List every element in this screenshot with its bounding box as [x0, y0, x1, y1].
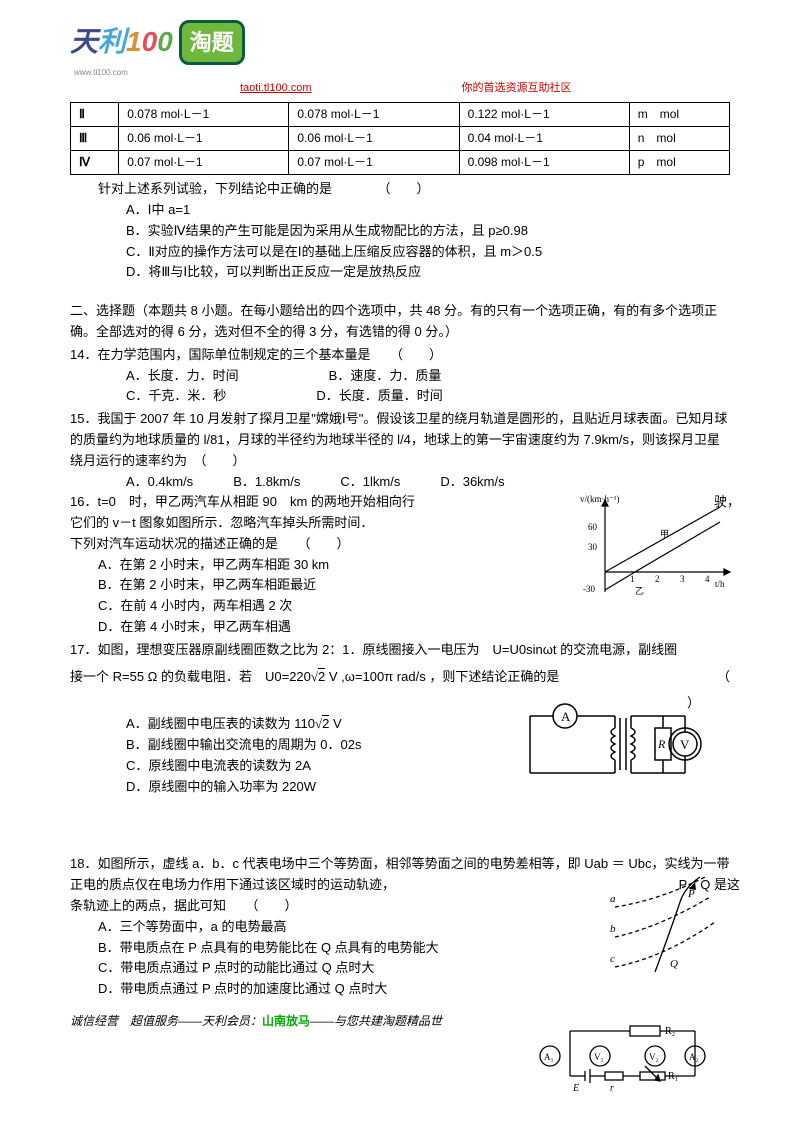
- svg-text:P: P: [687, 888, 695, 900]
- q14-opt-d: D．长度．质量．时间: [316, 386, 442, 407]
- table-row: Ⅱ 0.078 mol·L－1 0.078 mol·L－1 0.122 mol·…: [71, 102, 730, 126]
- cell: p mol: [629, 150, 729, 174]
- data-table: Ⅱ 0.078 mol·L－1 0.078 mol·L－1 0.122 mol·…: [70, 102, 730, 176]
- svg-text:c: c: [610, 953, 615, 965]
- header-line: taoti.tl100.com 你的首选资源互助社区: [70, 80, 730, 98]
- svg-text:r: r: [610, 1083, 614, 1094]
- brand-badge: 淘题: [179, 20, 245, 65]
- cell: Ⅱ: [71, 102, 119, 126]
- cell: Ⅳ: [71, 150, 119, 174]
- cell: m mol: [629, 102, 729, 126]
- logo-char-0a: 0: [142, 20, 158, 65]
- q15-opt-c: C．1lkm/s: [340, 472, 400, 493]
- q15-opt-b: B．1.8km/s: [233, 472, 300, 493]
- svg-text:-30: -30: [583, 584, 595, 594]
- svg-text:A: A: [561, 709, 571, 724]
- svg-text:Q: Q: [670, 958, 678, 970]
- q14-opt-b: B．速度．力．质量: [329, 366, 442, 387]
- q17-stem-2a: 接一个 R=55 Ω 的负载电阻．若 U0=220: [70, 669, 311, 684]
- svg-text:60: 60: [588, 522, 598, 532]
- q15-opt-d: D．36km/s: [440, 472, 504, 493]
- svg-text:30: 30: [588, 542, 598, 552]
- table-q-opt-a: A．Ⅰ中 a=1: [126, 200, 730, 221]
- q14-opt-c: C．千克．米．秒: [126, 386, 226, 407]
- footer-member: 山南放马: [262, 1014, 310, 1028]
- svg-text:甲: 甲: [660, 529, 669, 539]
- svg-text:V: V: [680, 737, 690, 752]
- svg-text:R: R: [657, 737, 666, 751]
- svg-text:E: E: [572, 1083, 579, 1094]
- q17-opt-a-unit: V: [329, 716, 341, 731]
- svg-text:t/h: t/h: [715, 579, 725, 589]
- cell: 0.07 mol·L－1: [289, 150, 459, 174]
- q18-field-figure: a b c P Q: [610, 872, 730, 982]
- logo-char-1: 1: [126, 20, 142, 65]
- q16-stem-1a: 16．t=0 时，甲乙两汽车从相距 90 km 的两地开始相向行: [70, 492, 415, 513]
- q14-opt-a: A．长度．力．时间: [126, 366, 239, 387]
- logo-char-0b: 0: [157, 20, 173, 65]
- brand-header: 天 利 1 0 0 淘题: [70, 20, 730, 65]
- svg-text:v/(km·h⁻¹): v/(km·h⁻¹): [580, 494, 619, 504]
- svg-text:1: 1: [630, 574, 635, 584]
- table-q-stem: 针对上述系列试验，下列结论中正确的是 （ ）: [98, 179, 730, 200]
- q17-opt-a-text: A．副线圈中电压表的读数为 110: [126, 716, 315, 731]
- svg-text:b: b: [610, 923, 616, 935]
- cell: 0.07 mol·L－1: [119, 150, 289, 174]
- cell: 0.122 mol·L－1: [459, 102, 629, 126]
- q14-opts-row1: A．长度．力．时间 B．速度．力．质量: [126, 366, 730, 387]
- q17-stem-2: 接一个 R=55 Ω 的负载电阻．若 U0=2202 V ,ω=100π rad…: [70, 667, 559, 688]
- svg-text:a: a: [610, 893, 616, 905]
- q14-opts-row2: C．千克．米．秒 D．长度．质量．时间: [126, 386, 730, 407]
- q17-stem-2c: （: [717, 667, 730, 688]
- header-slogan: 你的首选资源互助社区: [462, 80, 572, 98]
- q17-stem-1: 17．如图，理想变压器原副线圈匝数之比为 2：1．原线圈接入一电压为 U=U0s…: [70, 640, 730, 661]
- logo-char-tian: 天: [70, 20, 98, 65]
- cell: Ⅲ: [71, 126, 119, 150]
- q15-stem: 15．我国于 2007 年 10 月发射了探月卫星"嫦娥Ⅰ号"。假设该卫星的绕月…: [70, 409, 730, 471]
- q15-opt-a: A．0.4km/s: [126, 472, 193, 493]
- svg-text:A₂: A₂: [689, 1052, 699, 1062]
- table-row: Ⅳ 0.07 mol·L－1 0.07 mol·L－1 0.098 mol·L－…: [71, 150, 730, 174]
- q16-opt-d: D．在第 4 小时末，甲乙两车相遇: [98, 617, 730, 638]
- svg-text:V₂: V₂: [649, 1052, 659, 1062]
- footer-pre: 诚信经营 超值服务——天利会员：: [70, 1014, 262, 1028]
- svg-text:A₁: A₁: [544, 1052, 554, 1062]
- svg-text:V₁: V₁: [594, 1052, 604, 1062]
- q16-block: 1 2 3 4 60 30 -30 t/h v/(km·h⁻¹) 甲乙 16．t=0 时，甲…: [70, 492, 730, 638]
- svg-text:4: 4: [705, 574, 710, 584]
- cell: n mol: [629, 126, 729, 150]
- table-row: Ⅲ 0.06 mol·L－1 0.06 mol·L－1 0.04 mol·L－1…: [71, 126, 730, 150]
- q17-stem-2b: V ,ω=100π rad/s ，则下述结论正确的是: [325, 669, 559, 684]
- q14-stem: 14．在力学范围内，国际单位制规定的三个基本量是 （ ）: [70, 345, 730, 366]
- table-q-opt-b: B．实验Ⅳ结果的产生可能是因为采用从生成物配比的方法，且 p≥0.98: [126, 221, 730, 242]
- footer-post: ——与您共建淘题精品世: [310, 1014, 442, 1028]
- svg-text:3: 3: [680, 574, 685, 584]
- q17-circuit-figure: A R V: [520, 698, 730, 788]
- table-q-opt-c: C．Ⅱ对应的操作方法可以是在Ⅰ的基础上压缩反应容器的体积，且 m＞0.5: [126, 242, 730, 263]
- q18-block: abc PQ 18．如图所示，虚线 a．b．c 代表电场中三个等势面，相邻等势面…: [70, 854, 730, 1000]
- svg-text:乙: 乙: [635, 586, 644, 596]
- cell: 0.06 mol·L－1: [119, 126, 289, 150]
- logo-char-li: 利: [98, 20, 126, 65]
- q16-chart: 1 2 3 4 60 30 -30 t/h v/(km·h⁻¹) 甲乙: [580, 492, 740, 602]
- svg-text:2: 2: [655, 574, 660, 584]
- cell: 0.04 mol·L－1: [459, 126, 629, 150]
- cell: 0.078 mol·L－1: [119, 102, 289, 126]
- cell: 0.098 mol·L－1: [459, 150, 629, 174]
- header-url[interactable]: taoti.tl100.com: [240, 80, 312, 98]
- table-q-opt-d: D．将Ⅲ与Ⅰ比较，可以判断出正反应一定是放热反应: [126, 262, 730, 283]
- q17-block: 17．如图，理想变压器原副线圈匝数之比为 2：1．原线圈接入一电压为 U=U0s…: [70, 640, 730, 798]
- section-2-heading: 二、选择题（本题共 8 小题。在每小题给出的四个选项中，共 48 分。有的只有一…: [70, 301, 730, 343]
- q19-circuit-partial: R₂ V₁ V₂ A₁ A₂ E r R₁: [70, 1031, 730, 1101]
- q15-opts: A．0.4km/s B．1.8km/s C．1lkm/s D．36km/s: [126, 472, 730, 493]
- cell: 0.078 mol·L－1: [289, 102, 459, 126]
- brand-suburl: www.tl100.com: [74, 67, 730, 80]
- brand-logo-text: 天 利 1 0 0: [70, 20, 173, 65]
- cell: 0.06 mol·L－1: [289, 126, 459, 150]
